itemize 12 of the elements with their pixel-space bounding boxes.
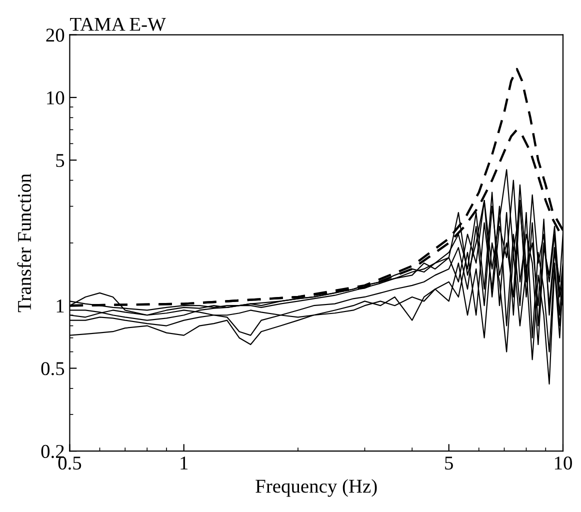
- y-tick-label: 0.5: [41, 362, 64, 376]
- x-tick-label: 1: [180, 456, 188, 470]
- y-axis-title: Transfer Function: [17, 174, 32, 312]
- chart-title: TAMA E-W: [70, 18, 166, 31]
- x-tick-label: 5: [445, 456, 453, 470]
- x-tick-label: 10: [554, 456, 572, 470]
- y-tick-label: 5: [56, 154, 64, 168]
- y-tick-label: 0.2: [41, 444, 64, 458]
- y-tick-label: 10: [47, 91, 64, 104]
- y-tick-label: 1: [56, 300, 64, 312]
- y-tick-label: 20: [46, 28, 64, 42]
- x-axis-title: Frequency (Hz): [256, 479, 377, 497]
